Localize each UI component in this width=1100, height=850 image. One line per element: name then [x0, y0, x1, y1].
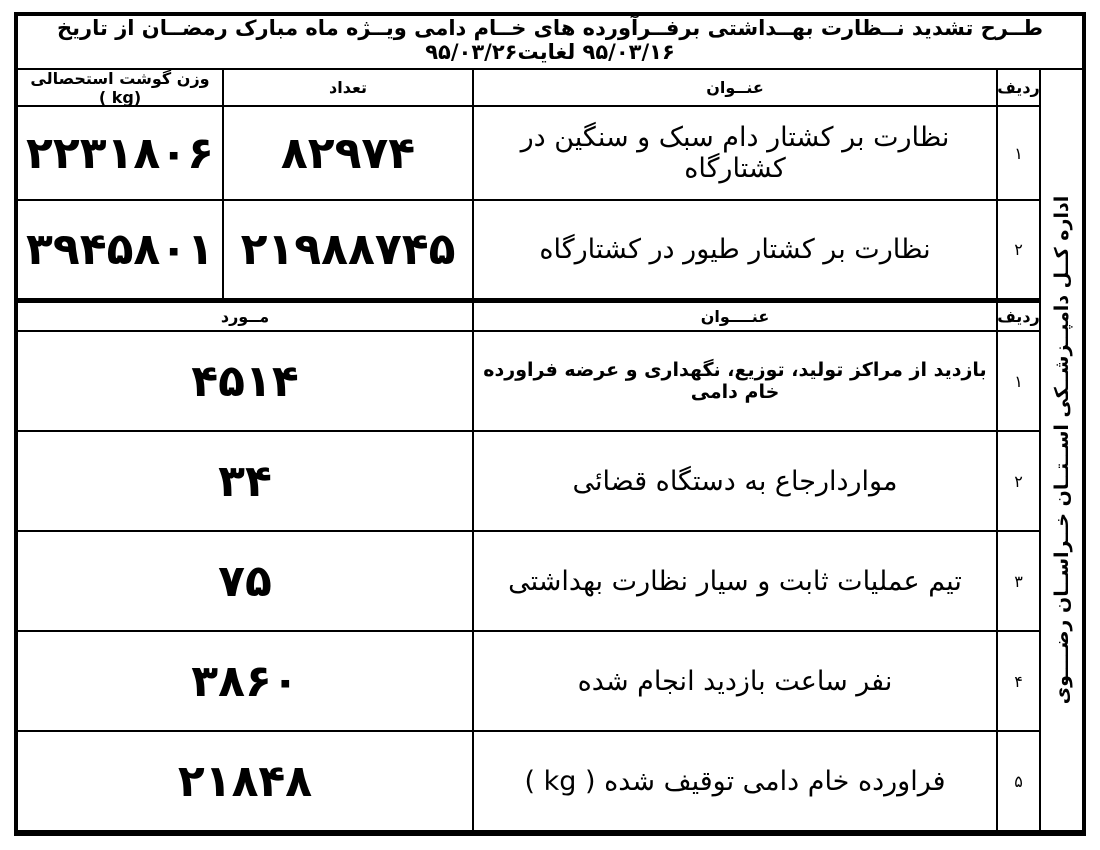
slaughter-livestock-weight-value: ۲۲۳۱۸۰۶: [17, 106, 223, 200]
slaughter-poultry-title: نظارت بر کشتار طیور در کشتارگاه: [473, 200, 997, 299]
col-header-title-2: عنــــوان: [473, 299, 997, 331]
judicial-referrals-title: مواردارجاع به دستگاه قضائی: [473, 431, 997, 531]
slaughter-poultry-weight-value: ۳۹۴۵۸۰۱: [17, 200, 223, 299]
col-header-row-number-2: ردیف: [997, 299, 1040, 331]
row-number: ۵: [997, 731, 1040, 831]
col-header-count: تعداد: [223, 69, 473, 106]
organization-name-vertical-label: اداره کــل دامپــزشــکی اســتــان خــراس…: [1050, 195, 1073, 705]
inspections-title: بازدید از مراکز تولید، توزیع، نگهداری و …: [473, 331, 997, 431]
inspections-cases-value: ۴۵۱۴: [17, 331, 473, 431]
col-header-cases: مــورد: [17, 299, 473, 331]
slaughter-poultry-count-value: ۲۱۹۸۸۷۴۵: [223, 200, 473, 299]
row-number: ۲: [997, 431, 1040, 531]
person-hours-title: نفر ساعت بازدید انجام شده: [473, 631, 997, 731]
seized-products-title: فراورده خام دامی توقیف شده ( kg ): [473, 731, 997, 831]
col-header-row-number: ردیف: [997, 69, 1040, 106]
row-number: ۳: [997, 531, 1040, 631]
judicial-referrals-cases-value: ۳۴: [17, 431, 473, 531]
operation-teams-cases-value: ۷۵: [17, 531, 473, 631]
slaughter-livestock-count-value: ۸۲۹۷۴: [223, 106, 473, 200]
row-number: ۲: [997, 200, 1040, 299]
row-number: ۱: [997, 331, 1040, 431]
row-number: ۱: [997, 106, 1040, 200]
report-table: طــرح تشدید نــظارت بهــداشتی برفــرآورد…: [14, 12, 1086, 836]
slaughter-livestock-title: نظارت بر کشتار دام سبک و سنگین در کشتارگ…: [473, 106, 997, 200]
report-title: طــرح تشدید نــظارت بهــداشتی برفــرآورد…: [17, 15, 1083, 69]
row-number: ۴: [997, 631, 1040, 731]
col-header-weight: وزن گوشت استحصالی (kg ): [17, 69, 223, 106]
seized-products-cases-value: ۲۱۸۴۸: [17, 731, 473, 831]
person-hours-cases-value: ۳۸۶۰: [17, 631, 473, 731]
col-header-title: عنــوان: [473, 69, 997, 106]
operation-teams-title: تیم عملیات ثابت و سیار نظارت بهداشتی: [473, 531, 997, 631]
organization-side-cell: اداره کــل دامپــزشــکی اســتــان خــراس…: [1040, 69, 1083, 831]
